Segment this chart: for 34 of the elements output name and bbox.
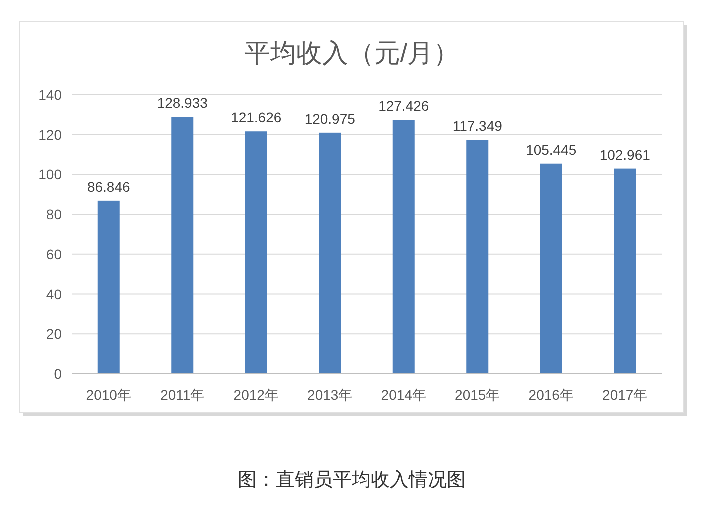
x-tick-label: 2010年 (86, 387, 132, 403)
data-label: 117.349 (452, 118, 503, 134)
y-tick-label: 120 (38, 126, 62, 143)
data-label: 102.961 (600, 146, 651, 163)
data-label: 127.426 (378, 98, 430, 114)
data-label: 86.846 (87, 178, 130, 195)
x-tick-label: 2013年 (308, 387, 353, 403)
y-tick-label: 40 (46, 286, 62, 302)
bar (540, 164, 562, 374)
bar (98, 200, 120, 374)
y-tick-label: 100 (38, 166, 62, 183)
y-tick-label: 80 (46, 206, 62, 223)
bar (319, 132, 342, 374)
y-tick-label: 140 (38, 87, 62, 103)
x-tick-label: 2012年 (234, 387, 279, 403)
y-tick-label: 20 (46, 326, 62, 342)
y-tick-label: 60 (46, 246, 62, 262)
x-tick-label: 2017年 (602, 387, 648, 403)
bar (466, 140, 489, 374)
y-tick-label: 0 (54, 366, 62, 382)
x-tick-label: 2011年 (160, 387, 205, 403)
data-label: 121.626 (231, 110, 282, 126)
x-tick-label: 2016年 (528, 387, 574, 403)
bar (614, 168, 636, 374)
data-label: 128.933 (157, 95, 208, 112)
bar (245, 132, 268, 374)
bar (392, 120, 415, 374)
x-tick-label: 2014年 (381, 387, 426, 403)
text: 图：直销员平均收入情况图 (238, 470, 466, 491)
bar (172, 117, 194, 374)
data-label: 120.975 (304, 110, 356, 127)
chart-title: 平均收入（元/月） (244, 38, 460, 68)
data-label: 105.445 (526, 142, 577, 158)
x-tick-label: 2015年 (455, 387, 500, 403)
